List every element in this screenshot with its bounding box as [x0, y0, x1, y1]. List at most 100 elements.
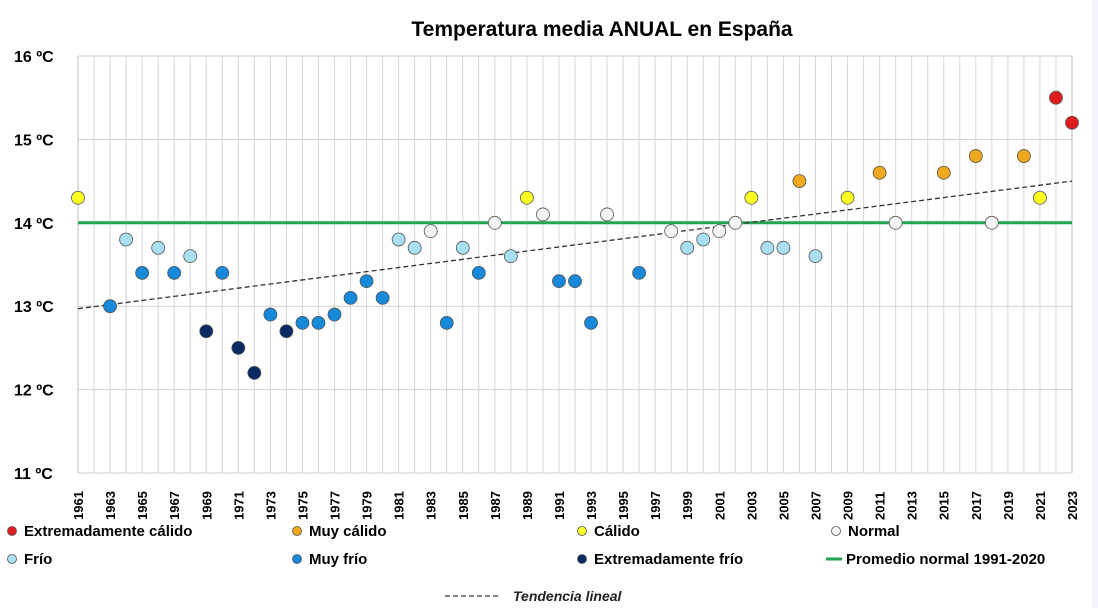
x-tick-label: 1961 — [71, 491, 86, 520]
data-point-2009 — [840, 190, 855, 205]
data-point-2018 — [984, 215, 999, 230]
data-point-2011 — [872, 165, 887, 180]
data-point-1978 — [343, 290, 358, 305]
data-point-1973 — [263, 307, 278, 322]
data-point-1981 — [391, 232, 406, 247]
x-tick-label: 1965 — [135, 491, 150, 520]
data-point-2007 — [808, 249, 823, 264]
legend-marker-normal — [831, 526, 841, 536]
x-axis-ticks: 1961 1963 1965 1967 1969 1971 1973 1975 1977 1979… — [71, 491, 1080, 520]
data-point-1980 — [375, 290, 390, 305]
x-tick-label: 2001 — [712, 491, 727, 520]
data-point-1994 — [600, 207, 614, 222]
y-axis-ticks: 11 ºC 12 ºC 13 ºC 14 ºC 15 ºC 16 ºC — [14, 49, 54, 483]
x-tick-label: 1967 — [167, 491, 182, 520]
data-point-1987 — [487, 215, 502, 230]
trend-line — [77, 180, 1073, 310]
x-tick-label: 2013 — [905, 491, 920, 520]
x-tick-label: 2015 — [937, 491, 952, 520]
data-points — [71, 90, 1079, 380]
data-point-1996 — [632, 265, 647, 280]
data-point-1982 — [407, 240, 422, 255]
x-tick-label: 2005 — [776, 491, 791, 520]
legend-marker-ext_calido — [7, 526, 17, 536]
x-tick-label: 1969 — [199, 491, 214, 520]
x-tick-label: 2011 — [873, 492, 888, 520]
x-tick-label: 1973 — [263, 491, 278, 520]
data-point-1972 — [247, 366, 262, 380]
data-point-2005 — [776, 240, 791, 255]
x-tick-label: 1993 — [584, 491, 599, 520]
data-point-1985 — [455, 240, 470, 255]
data-point-2002 — [728, 215, 743, 230]
x-tick-label: 1985 — [456, 491, 471, 520]
data-point-2023 — [1065, 115, 1079, 130]
x-tick-label: 2021 — [1033, 491, 1048, 520]
y-tick-label: 15 ºC — [14, 132, 54, 149]
y-tick-label: 12 ºC — [14, 383, 54, 400]
x-tick-label: 1999 — [680, 491, 695, 520]
x-tick-label: 1963 — [103, 491, 118, 520]
x-tick-label: 1997 — [648, 491, 663, 520]
x-tick-label: 1977 — [328, 491, 343, 520]
x-tick-label: 2023 — [1065, 491, 1080, 520]
x-tick-label: 1983 — [424, 491, 439, 520]
legend-marker-calido — [577, 526, 587, 536]
x-tick-label: 2003 — [744, 491, 759, 520]
data-point-1963 — [103, 299, 117, 314]
data-point-1989 — [520, 190, 534, 205]
legend-label-calido: Cálido — [594, 523, 640, 540]
x-tick-label: 2007 — [808, 491, 823, 520]
y-tick-label: 14 ºC — [14, 216, 54, 233]
legend-label-normal: Normal — [848, 523, 900, 540]
y-tick-label: 11 ºC — [14, 466, 53, 483]
legend-label-trend: Tendencia lineal — [513, 588, 623, 604]
x-tick-label: 1995 — [616, 491, 631, 520]
data-point-2000 — [696, 232, 711, 247]
legend-label-muy_frio: Muy frío — [309, 551, 367, 568]
legend-label-ext_calido: Extremadamente cálido — [24, 523, 192, 540]
x-tick-label: 2009 — [841, 491, 856, 520]
data-point-1969 — [199, 324, 214, 339]
legend-marker-frio — [7, 554, 17, 564]
data-point-1979 — [359, 274, 374, 289]
legend: Extremadamente cálido Muy cálido Cálido Nor… — [7, 523, 1045, 604]
data-point-1984 — [439, 315, 454, 330]
x-tick-label: 1971 — [231, 491, 246, 520]
data-point-1999 — [680, 240, 695, 255]
legend-marker-ext_frio — [577, 554, 587, 564]
legend-label-promedio: Promedio normal 1991-2020 — [846, 551, 1045, 568]
chart-title: Temperatura media ANUAL en España — [411, 18, 793, 41]
data-point-2017 — [968, 149, 983, 163]
x-tick-label: 1987 — [488, 491, 503, 520]
data-point-1967 — [167, 265, 182, 280]
data-point-1965 — [135, 265, 150, 280]
legend-label-frio: Frío — [24, 551, 52, 568]
data-point-1991 — [552, 274, 566, 289]
data-point-2021 — [1033, 190, 1047, 205]
data-point-1976 — [311, 315, 326, 330]
x-tick-label: 1979 — [360, 491, 375, 520]
data-point-1971 — [231, 340, 246, 355]
data-point-2004 — [760, 240, 775, 255]
data-point-1993 — [584, 315, 598, 330]
grid — [77, 55, 1073, 474]
data-point-2022 — [1049, 90, 1063, 105]
x-tick-label: 2017 — [969, 491, 984, 520]
x-tick-label: 1981 — [392, 491, 407, 520]
data-point-1990 — [536, 207, 550, 222]
y-tick-label: 13 ºC — [14, 299, 54, 316]
data-point-1966 — [151, 240, 166, 255]
data-point-2020 — [1017, 149, 1031, 163]
data-point-1988 — [503, 249, 518, 264]
legend-marker-muy_frio — [292, 554, 302, 564]
x-tick-label: 1975 — [295, 491, 310, 520]
x-tick-label: 1989 — [520, 491, 535, 520]
y-tick-label: 16 ºC — [14, 49, 54, 66]
data-point-1968 — [183, 249, 198, 264]
data-point-1986 — [471, 265, 486, 280]
data-point-1964 — [119, 232, 133, 247]
data-point-2003 — [744, 190, 759, 205]
